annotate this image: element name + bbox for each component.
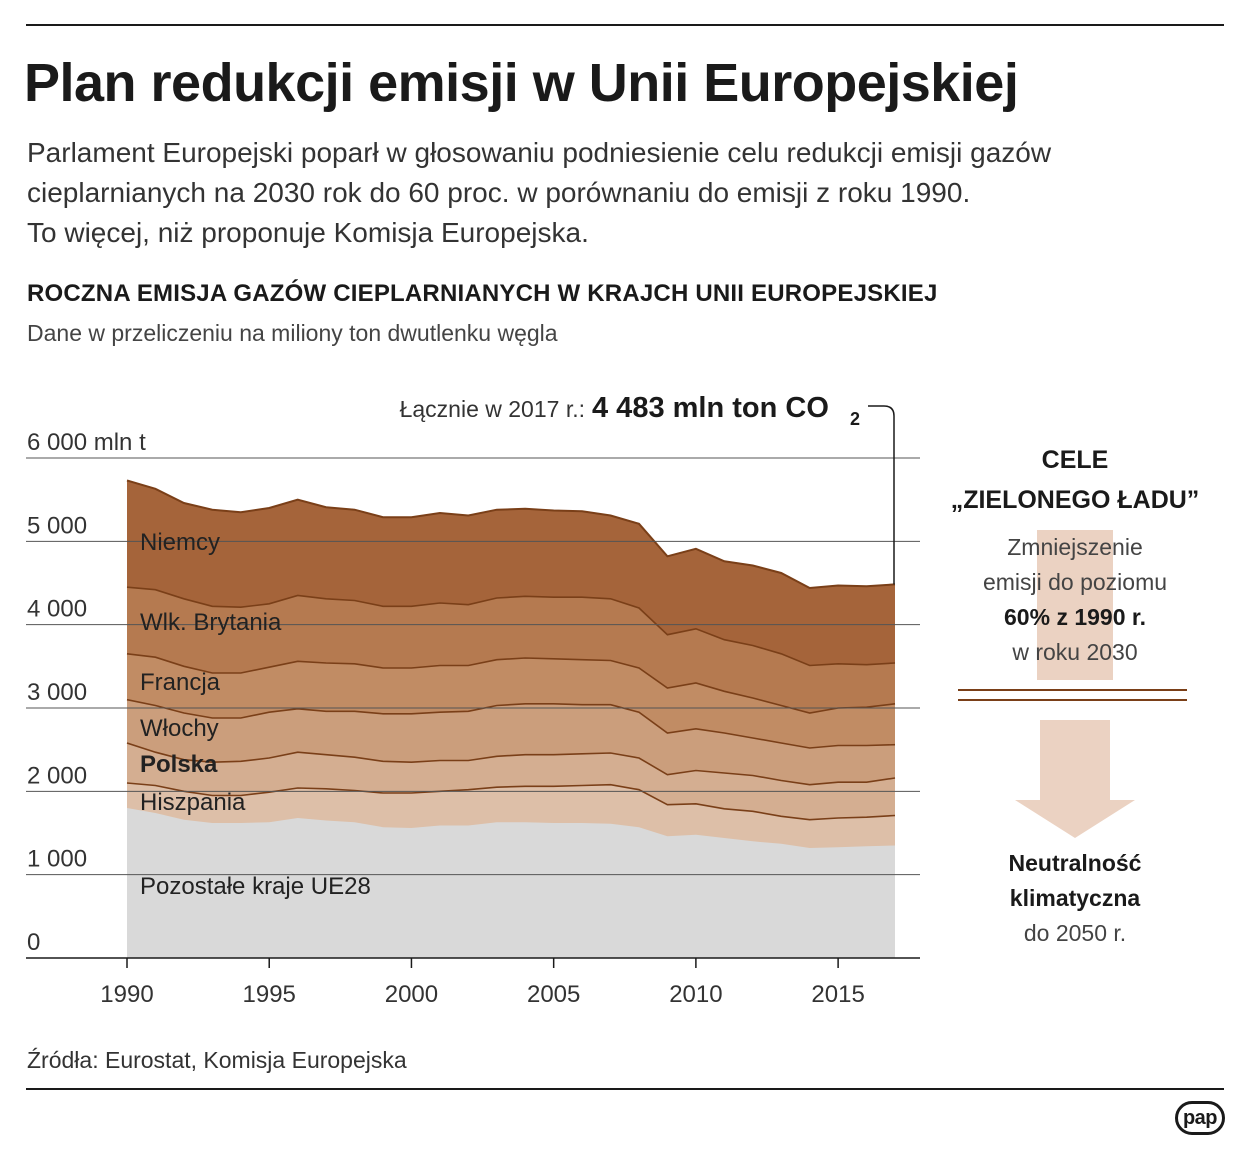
goals-divider-and-arrow	[958, 689, 1187, 838]
series-label-wlochy: Włochy	[140, 715, 219, 742]
y-tick-label: 6 000 mln t	[27, 429, 146, 456]
y-tick-label: 2 000	[27, 762, 87, 789]
goal-2050-line-2: klimatyczna	[1009, 885, 1141, 911]
total-annotation-prefix: Łącznie w 2017 r.:	[400, 396, 585, 422]
page-title: Plan redukcji emisji w Unii Europejskiej	[24, 53, 1019, 113]
goals-title-line-2: „ZIELONEGO ŁADU”	[950, 486, 1200, 514]
y-tick-label: 4 000	[27, 596, 87, 623]
goal-2050-line-3: do 2050 r.	[1023, 920, 1127, 946]
bottom-rule	[26, 1088, 1224, 1090]
boundary-hiszpania	[126, 782, 896, 821]
x-tick-label: 2005	[527, 981, 580, 1008]
emissions-area-chart: 0 1 000 2 000 3 000 4 000 5 000 6 000 mln t 199…	[26, 392, 920, 1008]
total-annotation-bracket	[868, 405, 895, 585]
x-tick-label: 2010	[669, 981, 722, 1008]
goal-2030-arrow	[1037, 530, 1113, 680]
top-rule	[26, 24, 1224, 26]
total-annotation-value: 4 483 mln ton CO	[592, 392, 829, 424]
pap-logo: pap	[1175, 1101, 1225, 1135]
green-deal-goals: CELE „ZIELONEGO ŁADU” Zmniejszenie emisj…	[925, 440, 1225, 951]
boundary-wlk-brytania	[126, 586, 896, 667]
series-label-hiszpania: Hiszpania	[140, 789, 246, 816]
y-tick-label: 0	[27, 929, 40, 956]
goal-2030-line-1: Zmniejszenie	[1007, 534, 1143, 560]
goal-2030: Zmniejszenie emisji do poziomu 60% z 199…	[925, 530, 1225, 690]
total-annotation-subscript: 2	[850, 409, 860, 429]
boundary-polska	[126, 742, 896, 786]
boundary-niemcy	[126, 479, 896, 590]
intro-line-3: To więcej, niż proponuje Komisja Europej…	[27, 217, 589, 248]
y-tick-label: 3 000	[27, 679, 87, 706]
chart-heading: ROCZNA EMISJA GAZÓW CIEPLARNIANYCH W KRA…	[27, 280, 938, 307]
intro-text: Parlament Europejski poparł w głosowaniu…	[27, 133, 1222, 253]
area-pozostale-kraje-ue28	[127, 808, 895, 958]
intro-line-2: cieplarnianych na 2030 rok do 60 proc. w…	[27, 177, 971, 208]
series-label-francja: Francja	[140, 669, 221, 696]
goal-2030-line-2: emisji do poziomu	[982, 569, 1168, 595]
x-tick-label: 2000	[385, 981, 438, 1008]
x-tick-label: 1990	[100, 981, 153, 1008]
y-tick-label: 1 000	[27, 846, 87, 873]
goal-2050-arrow	[1015, 720, 1135, 838]
boundary-wlochy	[126, 698, 896, 749]
goals-title-line-1: CELE	[1041, 446, 1109, 474]
x-tick-label: 1995	[243, 981, 296, 1008]
series-label-polska: Polska	[140, 751, 218, 778]
series-label-niemcy: Niemcy	[140, 529, 220, 556]
goal-2030-line-3: 60% z 1990 r.	[1004, 604, 1146, 630]
x-tick-label: 2015	[811, 981, 864, 1008]
intro-line-1: Parlament Europejski poparł w głosowaniu…	[27, 137, 1052, 168]
source-note: Źródła: Eurostat, Komisja Europejska	[27, 1047, 407, 1073]
goal-2050-line-1: Neutralność	[1008, 850, 1142, 876]
goal-2030-line-4: w roku 2030	[1012, 639, 1138, 665]
series-label-wlk-brytania: Wlk. Brytania	[140, 609, 282, 636]
series-label-pozostale-kraje-ue28: Pozostałe kraje UE28	[140, 873, 371, 900]
y-tick-label: 5 000	[27, 512, 87, 539]
chart-subheading: Dane w przeliczeniu na miliony ton dwutl…	[27, 320, 558, 346]
boundary-francja	[126, 653, 896, 714]
